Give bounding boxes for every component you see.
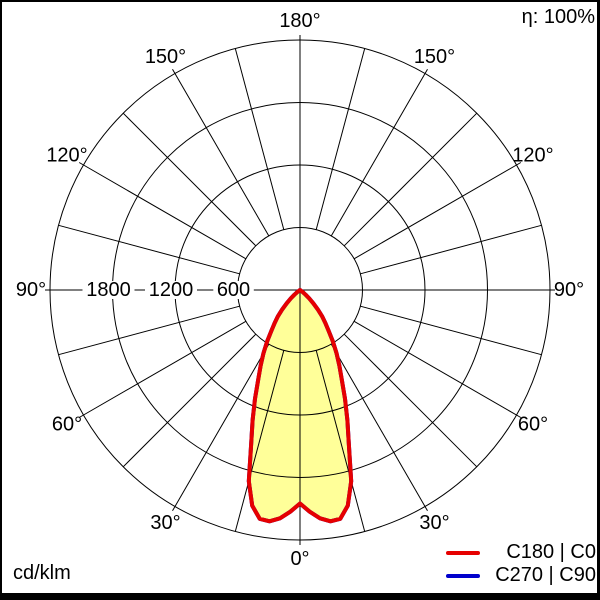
legend-item-c180-c0: C180 | C0 [446, 541, 596, 564]
ring-value-label-600: 600 [217, 279, 250, 301]
legend: C180 | C0 C270 | C90 [446, 541, 596, 587]
border-right [597, 0, 600, 600]
angle-label-60-left: 60° [52, 414, 82, 436]
grid-radial-105-left [58, 224, 240, 275]
legend-label-c270-c90: C270 | C90 [495, 564, 596, 586]
grid-radial-60-right [353, 320, 522, 418]
angle-label-120-left: 120° [46, 145, 87, 167]
grid-radial-135-right [343, 112, 478, 247]
grid-radial-120-left [78, 162, 247, 260]
grid-radial-45-left [122, 333, 257, 468]
angle-label-30-left: 30° [150, 512, 180, 534]
angle-label-180-right: 180° [279, 10, 320, 32]
legend-item-c270-c90: C270 | C90 [446, 564, 596, 587]
grid-radial-45-right [343, 333, 478, 468]
unit-label: cd/klm [13, 562, 71, 584]
distribution-curve-c180-c0 [246, 288, 354, 524]
ring-label-bg-1200 [145, 281, 197, 299]
grid-radial-15-left [234, 350, 285, 532]
angle-label-30-right: 30° [419, 512, 449, 534]
grid-radial-165-left [234, 48, 285, 230]
grid-radial-135-left [122, 112, 257, 247]
grid-radial-165-right [315, 48, 366, 230]
border-left [0, 0, 2, 600]
grid-radial-120-right [353, 162, 522, 260]
ring-label-bg-1800 [82, 281, 135, 299]
grid-radial-75-left [58, 305, 240, 356]
angle-label-150-left: 150° [145, 46, 186, 68]
grid-radial-105-right [360, 224, 542, 275]
legend-line-blue-icon [446, 573, 480, 578]
grid-radial-60-left [78, 320, 247, 418]
ring-value-label-1200: 1200 [149, 279, 194, 301]
angle-label-0-right: 0° [290, 548, 309, 570]
grid-radial-150-right [330, 68, 428, 237]
ring-label-bg-600 [213, 281, 254, 299]
border-bottom [0, 593, 600, 600]
angle-label-120-right: 120° [512, 145, 553, 167]
legend-line-red-icon [446, 550, 480, 555]
ring-value-label-1800: 1800 [86, 279, 131, 301]
border-top [0, 0, 600, 2]
angle-label-90-left: 90° [16, 279, 46, 301]
efficiency-label: η: 100% [521, 6, 595, 28]
legend-label-c180-c0: C180 | C0 [506, 541, 596, 563]
angle-label-150-right: 150° [414, 46, 455, 68]
angle-label-60-right: 60° [518, 414, 548, 436]
grid-radial-30-right [330, 343, 428, 512]
angle-label-90-right: 90° [554, 279, 584, 301]
grid-radial-150-left [172, 68, 270, 237]
grid-radial-15-right [315, 350, 366, 532]
grid-radial-75-right [360, 305, 542, 356]
grid-radial-30-left [172, 343, 270, 512]
